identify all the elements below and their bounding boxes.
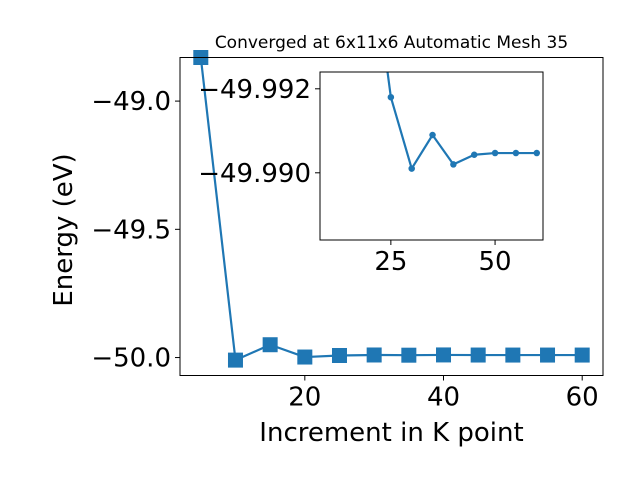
main-plot-area: [193, 50, 590, 368]
inset-data-point: [491, 149, 499, 157]
inset-x-tick-label: 25: [374, 247, 407, 277]
inset-background: [320, 72, 543, 240]
inset-data-point: [450, 161, 457, 168]
main-data-point: [436, 347, 452, 363]
main-x-tick-label: 40: [427, 383, 460, 413]
inset-plot-area: [386, 72, 540, 172]
main-axes: Converged at 6x11x6 Automatic Mesh 35 20…: [49, 33, 604, 448]
inset-x-tick-label: 50: [479, 247, 512, 277]
inset-series-group: [386, 72, 540, 172]
inset-data-point: [408, 165, 415, 172]
main-y-ticks: −50.0 −49.5 −49.0: [91, 87, 180, 374]
main-data-point: [366, 347, 382, 363]
y-axis-label: Energy (eV): [49, 153, 79, 306]
inset-x-ticks: 25 50: [374, 240, 512, 277]
inset-axes-frame: [319, 71, 544, 241]
inset-data-point: [387, 93, 395, 101]
main-data-point: [470, 347, 486, 363]
main-x-ticks: 20 40 60: [288, 375, 599, 413]
main-y-tick-label: −49.5: [91, 215, 171, 245]
main-data-point: [297, 349, 313, 365]
main-data-point: [540, 347, 556, 363]
main-axes-frame: [179, 57, 604, 376]
main-data-point: [574, 347, 590, 363]
main-x-tick-label: 60: [566, 383, 599, 413]
main-data-point: [262, 337, 278, 353]
x-axis-label: Increment in K point: [259, 418, 523, 448]
main-y-tick-label: −50.0: [91, 344, 171, 374]
main-data-point: [331, 347, 347, 363]
main-data-point: [401, 347, 417, 363]
main-y-tick-label: −49.0: [91, 87, 171, 117]
chart-title: Converged at 6x11x6 Automatic Mesh 35: [215, 33, 568, 53]
main-x-tick-label: 20: [288, 383, 321, 413]
main-series-group: [193, 50, 590, 368]
inset-y-ticks: −49.990 −49.992: [198, 75, 320, 189]
inset-y-tick-label: −49.990: [198, 159, 311, 189]
main-data-point: [505, 347, 521, 363]
inset-axes: 25 50 −49.990 −49.992: [198, 71, 544, 277]
inset-data-point: [429, 131, 436, 139]
inset-data-point: [512, 149, 520, 157]
inset-y-tick-label: −49.992: [198, 75, 311, 105]
inset-data-point: [470, 151, 478, 158]
inset-data-point: [533, 149, 540, 157]
main-data-point: [227, 352, 243, 368]
